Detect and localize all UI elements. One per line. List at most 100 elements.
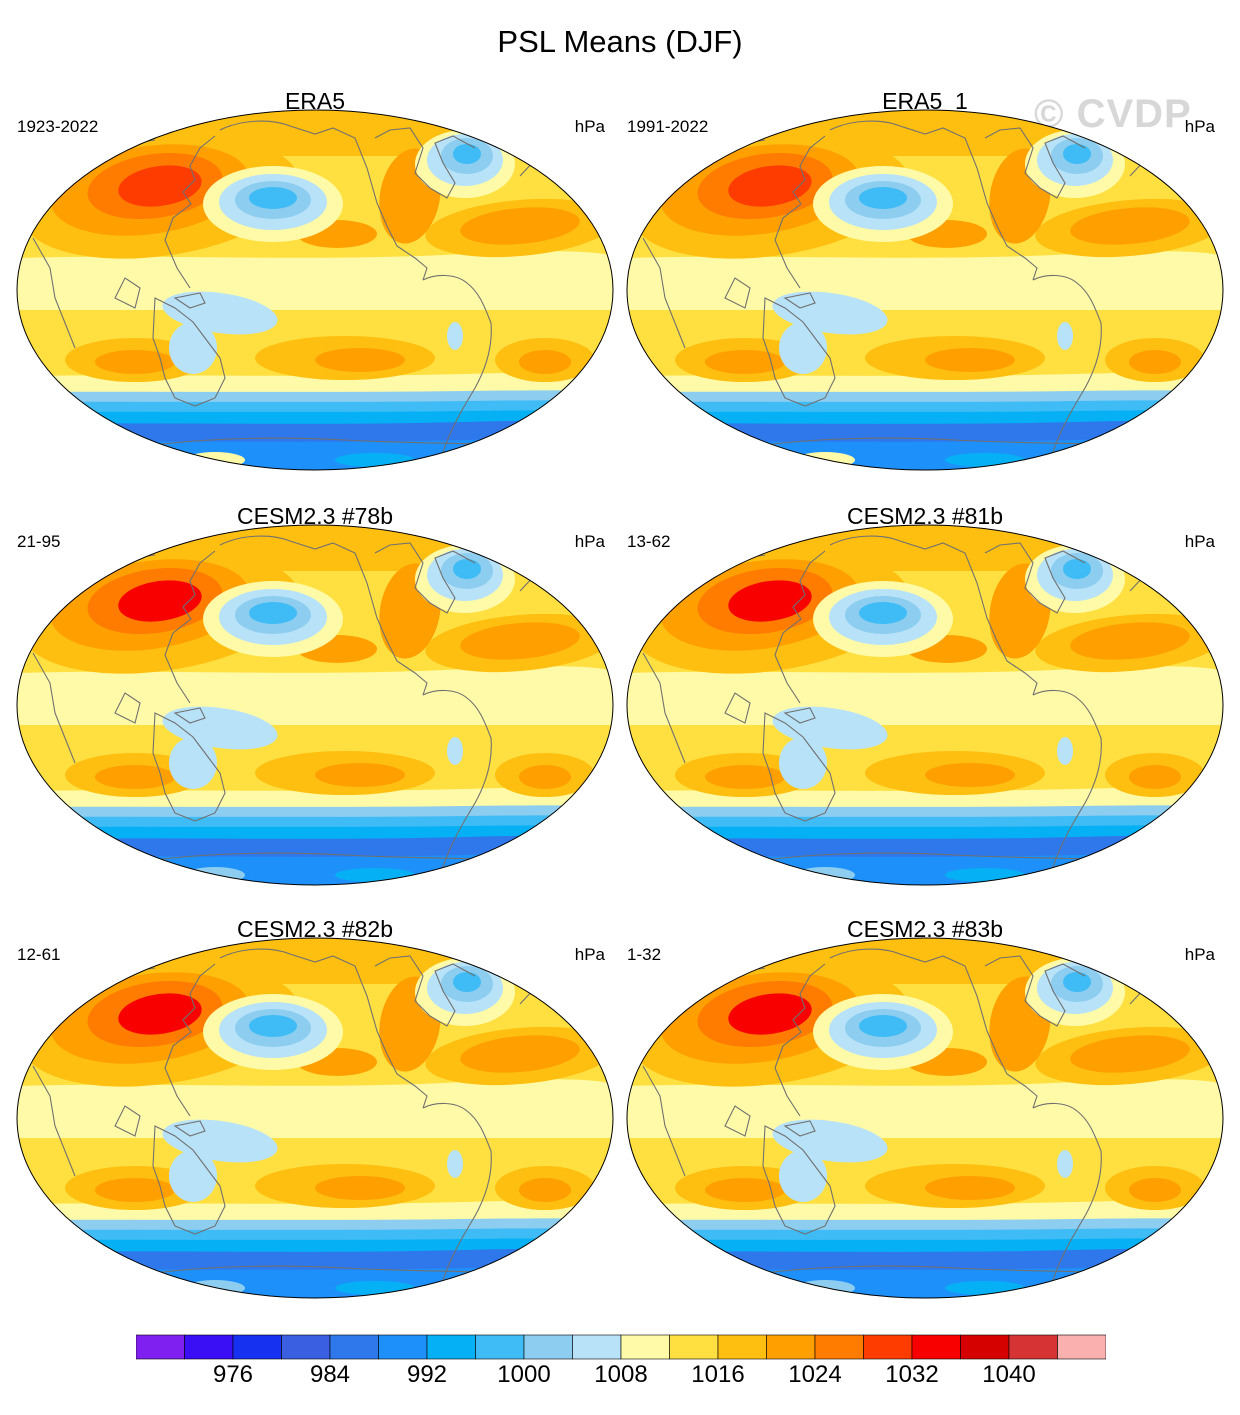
band-southern-ocean (17, 400, 613, 412)
icelandic-low-core (1063, 972, 1091, 992)
coastline (219, 120, 428, 281)
coastline (984, 955, 1086, 1027)
siberian-high-core (118, 165, 202, 207)
aleutian-low-core (249, 187, 297, 209)
panel-units: hPa (1184, 117, 1215, 136)
map-panel-cesm-83b: CESM2.3 #83b 1-32 hPa (625, 916, 1225, 1301)
map-outline (16, 109, 614, 471)
azores-high-core (1070, 622, 1190, 660)
high-indian-ocean-core (705, 765, 785, 789)
band-arctic (17, 938, 613, 984)
colorbar-swatch (766, 1334, 816, 1360)
band-southern-ocean (17, 1238, 613, 1252)
coastline (829, 120, 1038, 281)
high-south-pacific-core (925, 763, 1015, 787)
high-south-atlantic-core (519, 350, 571, 374)
high-south-atlantic-core (519, 1178, 571, 1202)
azores-high-core (1070, 207, 1190, 245)
colorbar-swatch (620, 1334, 670, 1360)
band-antarctic (627, 853, 1223, 885)
coastline (114, 1105, 141, 1137)
coastline (783, 707, 816, 724)
band-southern-ocean (17, 1228, 613, 1240)
icelandic-low-core (1063, 559, 1091, 579)
high-south-atlantic-core (1129, 350, 1181, 374)
panel-units: hPa (1184, 945, 1215, 964)
coastline (984, 542, 1086, 614)
coastline (32, 1065, 76, 1177)
colorbar-tick-label: 1008 (594, 1361, 648, 1388)
coastline (642, 652, 686, 764)
aleutian-low-core (249, 1015, 297, 1037)
azores-high-core (460, 207, 580, 245)
colorbar-swatch (475, 1334, 525, 1360)
high-south-atlantic-core (1129, 1178, 1181, 1202)
colorbar-tick-label: 1024 (788, 1361, 842, 1388)
panel-years: 1991-2022 (627, 117, 709, 136)
panel-units: hPa (1184, 532, 1215, 551)
band-antarctic (17, 853, 613, 885)
map-panel-era5: ERA5 1923-2022 hPa (15, 88, 615, 473)
colorbar-tick-label: 984 (309, 1361, 351, 1388)
colorbar-swatch (1008, 1334, 1058, 1360)
coastline (829, 535, 1038, 696)
coastline (374, 542, 476, 614)
panel-units: hPa (574, 117, 605, 136)
coastline (1032, 689, 1102, 876)
high-south-atlantic-core (1129, 765, 1181, 789)
band-tropics (627, 1079, 1223, 1138)
coastline (774, 135, 826, 289)
coastline (219, 948, 428, 1109)
coastline (152, 712, 226, 822)
band-southern-ocean (17, 815, 613, 827)
band-arctic (17, 110, 613, 156)
band-southern-ocean (627, 825, 1223, 839)
coastline (374, 955, 476, 1027)
coastline (32, 237, 76, 349)
band-southern-ocean (17, 390, 613, 402)
band-southern-ocean (17, 825, 613, 839)
siberian-high-core (728, 993, 812, 1035)
map-panel-era5-1: ERA5_1 1991-2022 hPa (625, 88, 1225, 473)
coastline (984, 127, 1086, 199)
panel-years: 12-61 (17, 945, 61, 964)
coastline (724, 1105, 751, 1137)
australia-low (779, 1150, 827, 1202)
colorbar-tick-label: 1016 (691, 1361, 745, 1388)
panel-units: hPa (574, 945, 605, 964)
antarctic-trough (335, 1281, 415, 1295)
australia-low (779, 322, 827, 374)
antarctic-trough (335, 868, 415, 882)
siberian-high-core (118, 580, 202, 622)
aleutian-low-core (859, 187, 907, 209)
south-america-low (1057, 322, 1073, 350)
band-antarctic (17, 438, 613, 470)
coastline (762, 1125, 836, 1235)
coastline (774, 550, 826, 704)
panel-units: hPa (574, 532, 605, 551)
south-america-low (447, 322, 463, 350)
band-southern-ocean (627, 1218, 1223, 1230)
map-panel-cesm-82b: CESM2.3 #82b 12-61 hPa (15, 916, 615, 1301)
australia-low (169, 737, 217, 789)
cvdp-watermark: © CVDP (1034, 92, 1192, 136)
colorbar-swatch (572, 1334, 622, 1360)
coastline (164, 550, 216, 704)
aleutian-low-core (859, 602, 907, 624)
colorbar-swatch (136, 1334, 185, 1360)
australia-low (779, 737, 827, 789)
siberian-high-core (118, 993, 202, 1035)
map-outline (16, 524, 614, 886)
colorbar-swatch (814, 1334, 864, 1360)
coastline (173, 1120, 206, 1137)
psl-map (16, 109, 614, 471)
high-south-pacific-core (315, 1176, 405, 1200)
aleutian-low-core (859, 1015, 907, 1037)
map-outline (16, 937, 614, 1299)
coastline (1032, 274, 1102, 461)
coastline (164, 135, 216, 289)
band-southern-ocean (627, 400, 1223, 412)
band-arctic (17, 525, 613, 571)
band-southern-ocean (17, 805, 613, 817)
high-indian-ocean-core (705, 350, 785, 374)
